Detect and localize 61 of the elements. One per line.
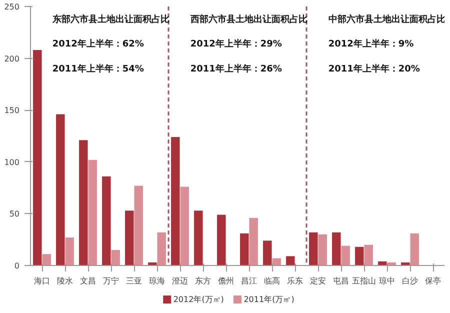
- x-tick-label: 琼海: [149, 276, 165, 286]
- x-tick-label: 昌江: [241, 276, 257, 286]
- y-tick-label: 200: [4, 54, 20, 64]
- bar: [318, 234, 327, 266]
- bar: [180, 186, 189, 266]
- bar: [33, 50, 42, 266]
- bar: [56, 114, 65, 266]
- x-tick-label: 三亚: [126, 276, 142, 286]
- annotation: 2012年上半年：62%: [52, 38, 144, 50]
- legend-label: 2011年(万㎡): [244, 295, 294, 304]
- x-tick-label: 陵水: [57, 276, 73, 286]
- x-tick-label: 临高: [264, 276, 280, 286]
- bar: [125, 210, 134, 266]
- y-tick-label: 50: [9, 210, 20, 219]
- x-tick-label: 五指山: [352, 276, 376, 286]
- bar: [88, 160, 97, 266]
- bar: [79, 140, 88, 266]
- bar: [65, 238, 74, 266]
- x-tick-label: 海口: [34, 276, 50, 286]
- x-tick-label: 乐东: [287, 276, 303, 286]
- bar: [286, 256, 295, 266]
- x-tick-label: 定安: [310, 276, 326, 286]
- bar: [263, 240, 272, 266]
- bar: [102, 176, 111, 266]
- bar: [410, 233, 419, 266]
- bar: [272, 258, 281, 266]
- bar: [341, 246, 350, 266]
- legend-label: 2012年(万㎡): [173, 295, 224, 304]
- x-tick-label: 屯昌: [333, 276, 349, 286]
- x-tick-label: 儋州: [218, 276, 234, 286]
- annotation: 2011年上半年：20%: [328, 64, 420, 75]
- bar: [217, 214, 226, 266]
- annotation: 西部六市县土地出让面积占比: [189, 14, 308, 25]
- y-tick-label: 250: [4, 2, 20, 12]
- bar: [134, 186, 143, 266]
- y-tick-label: 100: [4, 158, 20, 167]
- x-tick-label: 文昌: [80, 276, 96, 286]
- x-tick-label: 万宁: [103, 276, 119, 286]
- bar: [111, 250, 120, 266]
- x-tick-label: 白沙: [402, 276, 418, 286]
- bar: [355, 246, 364, 266]
- bar: [309, 232, 318, 266]
- bar: [240, 233, 249, 266]
- bar: [42, 254, 51, 266]
- annotation: 2012年上半年：9%: [328, 38, 414, 50]
- annotation: 2012年上半年：29%: [190, 38, 282, 50]
- bar: [194, 210, 203, 266]
- bar: [171, 137, 180, 266]
- annotation: 2011年上半年：54%: [52, 64, 144, 75]
- y-tick-label: 150: [4, 106, 20, 116]
- x-tick-label: 澄迈: [172, 276, 188, 286]
- y-tick-label: 0: [14, 262, 20, 270]
- bar: [364, 244, 373, 266]
- x-tick-label: 琼中: [379, 276, 395, 286]
- bar: [157, 232, 166, 266]
- bar: [249, 218, 258, 266]
- bar: [332, 232, 341, 266]
- x-tick-label: 东方: [195, 276, 211, 286]
- annotation: 2011年上半年：26%: [190, 64, 282, 75]
- x-tick-label: 保亭: [425, 276, 441, 286]
- annotation: 东部六市县土地出让面积占比: [51, 14, 170, 25]
